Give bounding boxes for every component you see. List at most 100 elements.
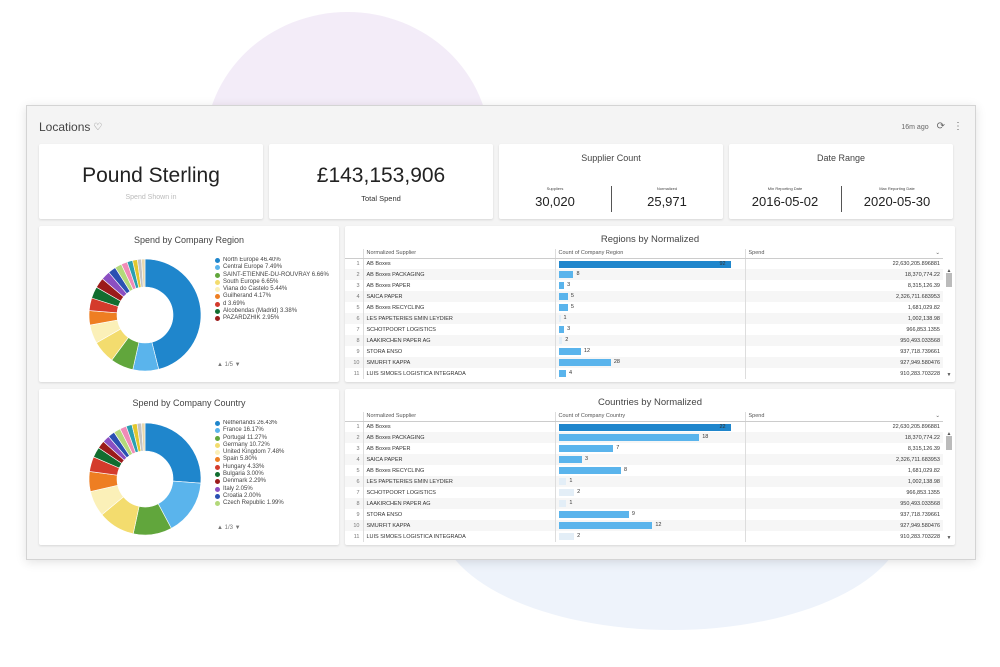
legend-item[interactable]: France 16.17% xyxy=(215,427,335,434)
legend-item[interactable]: Netherlands 26.43% xyxy=(215,420,335,427)
column-header[interactable]: Count of Company Region xyxy=(554,249,745,259)
legend-item[interactable]: Denmark 2.29% xyxy=(215,478,335,485)
table-row[interactable]: 6 LES PAPETERIES EMIN LEYDIER 1 1,002,138.9… xyxy=(345,313,943,324)
count-value: 3 xyxy=(584,456,589,462)
table-row[interactable]: 8 LAAKIRCHEN PAPER AG 2 950,493.033568 xyxy=(345,335,943,346)
legend-item[interactable]: Bulgaria 3.00% xyxy=(215,471,335,478)
row-number-header xyxy=(345,249,363,259)
table-row[interactable]: 5 AB Boxes RECYCLING 5 1,681,029.82 xyxy=(345,302,943,313)
table-row[interactable]: 4 SAICA PAPER 3 2,326,711.683953 xyxy=(345,454,943,465)
scrollbar[interactable]: ▲ ▼ xyxy=(945,268,953,378)
currency-card: Pound Sterling Spend Shown in xyxy=(39,144,263,219)
pie-slice[interactable] xyxy=(141,258,146,288)
table-row[interactable]: 2 AB Boxes PACKAGING 18 18,370,774.22 xyxy=(345,432,943,443)
legend-item[interactable]: Alcobendas (Madrid) 3.38% xyxy=(215,308,335,315)
legend-item[interactable]: Hungary 4.33% xyxy=(215,464,335,471)
pager-down-icon[interactable]: ▼ xyxy=(234,525,241,531)
column-header[interactable]: Spend ⌄ xyxy=(744,249,943,259)
table-row[interactable]: 10 SMURFIT KAPPA 28 927,949.580476 xyxy=(345,357,943,368)
table-row[interactable]: 1 AB Boxes 92 22,630,205.896881 xyxy=(345,258,943,269)
legend-item[interactable]: North Europe 46.40% xyxy=(215,257,335,264)
table-row[interactable]: 1 AB Boxes 22 22,630,205.896881 xyxy=(345,421,943,432)
scroll-down-icon[interactable]: ▼ xyxy=(946,535,952,541)
legend-swatch xyxy=(215,442,220,448)
legend-item[interactable]: Portugal 11.27% xyxy=(215,435,335,442)
column-header[interactable]: Normalized Supplier xyxy=(362,249,555,259)
table-row[interactable]: 11 LUIS SIMOES LOGISTICA INTEGRADA 2 910,28… xyxy=(345,531,943,542)
table-row[interactable]: 10 SMURFIT KAPPA 12 927,949.580476 xyxy=(345,520,943,531)
row-number: 9 xyxy=(356,348,360,355)
region-donut-chart[interactable] xyxy=(85,255,205,375)
legend-item[interactable]: Central Europe 7.49% xyxy=(215,264,335,271)
more-vert-icon[interactable]: ⋮ xyxy=(953,121,963,132)
legend-item[interactable]: United Kingdom 7.48% xyxy=(215,449,335,456)
table-row[interactable]: 3 AB Boxes PAPER 7 8,315,126.39 xyxy=(345,443,943,454)
table-row[interactable]: 2 AB Boxes PACKAGING 8 18,370,774.22 xyxy=(345,269,943,280)
legend-pager[interactable]: ▲ 1/3 ▼ xyxy=(217,525,241,531)
legend-item[interactable]: Guilherand 4.17% xyxy=(215,293,335,300)
spend-cell: 2,326,711.683953 xyxy=(744,454,943,465)
count-bar xyxy=(558,359,611,366)
legend-pager[interactable]: ▲ 1/5 ▼ xyxy=(217,362,241,368)
legend-swatch xyxy=(215,472,220,478)
pie-slice[interactable] xyxy=(141,422,146,452)
legend-item[interactable]: d 3.69% xyxy=(215,301,335,308)
pager-up-icon[interactable]: ▲ xyxy=(217,525,223,531)
count-value: 3 xyxy=(567,282,571,288)
table-row[interactable]: 9 STORA ENSO 9 937,718.739661 xyxy=(345,509,943,520)
legend-item[interactable]: Spain 5.80% xyxy=(215,456,335,463)
supplier-count-title: Supplier Count xyxy=(581,153,641,163)
legend-item[interactable]: SAINT-ETIENNE-DU-ROUVRAY 6.66% xyxy=(215,272,335,279)
spend-cell: 1,002,138.98 xyxy=(744,313,943,324)
country-donut-chart[interactable] xyxy=(85,419,205,539)
scrollbar[interactable]: ▲ ▼ xyxy=(945,431,953,541)
column-header[interactable]: Count of Company Country xyxy=(554,412,745,422)
table-row[interactable]: 3 AB Boxes PAPER 3 8,315,126.39 xyxy=(345,280,943,291)
count-cell: 2 xyxy=(554,531,745,542)
countries-table-card: Countries by Normalized Normalized Suppl… xyxy=(345,389,955,545)
table-row[interactable]: 9 STORA ENSO 12 937,718.739661 xyxy=(345,346,943,357)
favorite-icon[interactable]: ♡ xyxy=(93,121,103,133)
date-range-card: Date Range Min Reporting Date 2016-05-02… xyxy=(729,144,953,219)
table-row[interactable]: 8 LAAKIRCHEN PAPER AG 1 950,493.033568 xyxy=(345,498,943,509)
scroll-up-icon[interactable]: ▲ xyxy=(946,268,952,274)
count-bar xyxy=(558,315,561,322)
legend-item[interactable]: Czech Republic 1.99% xyxy=(215,500,335,507)
sort-desc-icon[interactable]: ⌄ xyxy=(935,413,940,420)
count-bar xyxy=(558,293,568,300)
pager-up-icon[interactable]: ▲ xyxy=(217,362,223,368)
table-row[interactable]: 5 AB Boxes RECYCLING 8 1,681,029.82 xyxy=(345,465,943,476)
count-cell: 1 xyxy=(554,476,745,487)
count-bar xyxy=(558,489,575,496)
table-row[interactable]: 7 SCHOTPOORT LOGISTICS 2 966,853.1355 xyxy=(345,487,943,498)
legend-item[interactable]: South Europe 6.65% xyxy=(215,279,335,286)
legend-label: Hungary 4.33% xyxy=(223,463,265,470)
table-row[interactable]: 6 LES PAPETERIES EMIN LEYDIER 1 1,002,138.9… xyxy=(345,476,943,487)
legend-item[interactable]: Germany 10.72% xyxy=(215,442,335,449)
table-row[interactable]: 4 SAICA PAPER 5 2,326,711.683953 xyxy=(345,291,943,302)
scroll-thumb[interactable] xyxy=(946,273,952,287)
column-header[interactable]: Normalized Supplier xyxy=(362,412,555,422)
refresh-icon[interactable]: ⟳ xyxy=(936,121,945,132)
legend-item[interactable]: Croatia 2.00% xyxy=(215,493,335,500)
total-spend-value: £143,153,906 xyxy=(316,164,446,187)
column-header[interactable]: Spend ⌄ xyxy=(744,412,943,422)
pager-down-icon[interactable]: ▼ xyxy=(234,362,241,368)
table-row[interactable]: 7 SCHOTPOORT LOGISTICS 3 966,853.1355 xyxy=(345,324,943,335)
spend-cell: 927,949.580476 xyxy=(744,520,943,531)
legend-item[interactable]: PAZARDZHIK 2.95% xyxy=(215,315,335,322)
legend-item[interactable]: Viana do Castelo 5.44% xyxy=(215,286,335,293)
table-title: Regions by Normalized xyxy=(600,234,700,245)
spend-cell: 966,853.1355 xyxy=(744,487,943,498)
scroll-up-icon[interactable]: ▲ xyxy=(946,431,952,437)
pie-slice[interactable] xyxy=(144,422,202,484)
sort-desc-icon[interactable]: ⌄ xyxy=(935,250,940,257)
table-row[interactable]: 11 LUIS SIMOES LOGISTICA INTEGRADA 4 910,28… xyxy=(345,368,943,379)
pie-slice[interactable] xyxy=(144,258,202,370)
legend-label: Italy 2.05% xyxy=(223,485,253,492)
row-number: 5 xyxy=(356,467,360,474)
count-cell: 3 xyxy=(554,280,745,291)
scroll-down-icon[interactable]: ▼ xyxy=(946,372,952,378)
scroll-thumb[interactable] xyxy=(946,436,952,450)
legend-item[interactable]: Italy 2.05% xyxy=(215,486,335,493)
